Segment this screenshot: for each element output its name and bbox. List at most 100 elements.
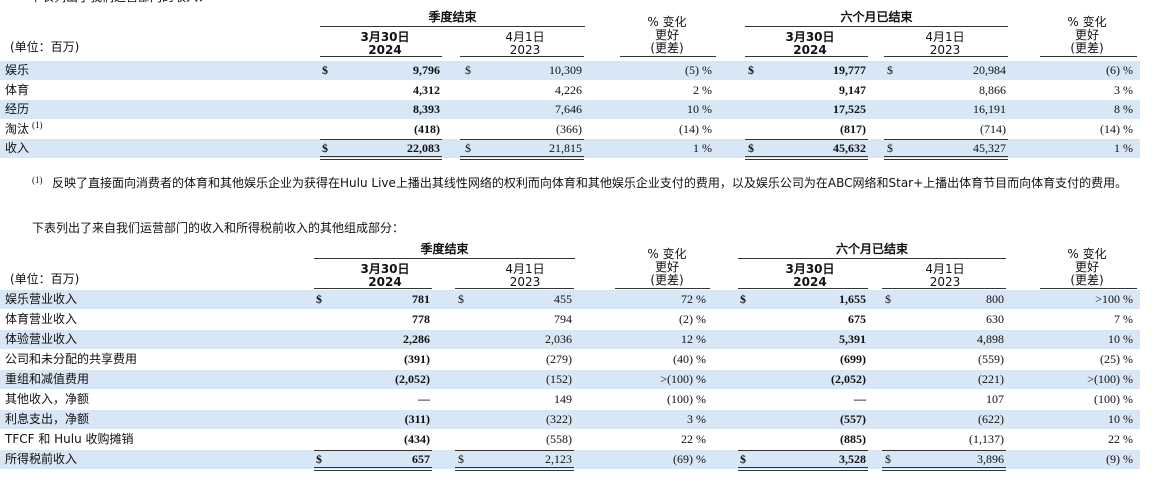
rule <box>745 56 868 57</box>
currency-sign: $ <box>458 452 464 466</box>
rule <box>738 467 868 471</box>
rule <box>738 288 868 289</box>
cell-value: (2,052) <box>831 372 866 386</box>
column-header: 更好 <box>1074 28 1099 42</box>
rule <box>745 26 1008 27</box>
cell-value: (418) <box>414 121 440 136</box>
cell-value: 778 <box>412 312 430 326</box>
rule <box>320 56 442 57</box>
rule <box>884 156 1008 160</box>
rule <box>1040 288 1137 289</box>
row-label: 体育 <box>5 82 30 97</box>
currency-sign: $ <box>465 63 471 77</box>
cell-value: (5) % <box>685 63 712 77</box>
currency-sign: $ <box>748 141 754 155</box>
group-header: 季度结束 <box>420 242 469 256</box>
row-label: 收入 <box>5 141 30 155</box>
cell-value: (817) <box>840 121 866 136</box>
cell-value: 8,393 <box>413 102 440 116</box>
rule <box>455 450 574 451</box>
column-header: 4月1日 <box>505 30 545 44</box>
footnote-text: 反映了直接面向消费者的体育和其他娱乐企业为获得在Hulu Live上播出其线性网… <box>52 176 1128 190</box>
column-header: 更好 <box>654 260 679 274</box>
footnote-marker: (1) <box>32 175 43 185</box>
cell-value: (100) % <box>667 392 706 406</box>
cell-value: (322) <box>546 412 572 426</box>
cell-value: (1,137) <box>969 432 1004 446</box>
column-header: 2023 <box>509 275 541 289</box>
cell-value: 149 <box>554 392 572 406</box>
cell-value: (14) % <box>679 121 712 136</box>
column-header: (更差) <box>1070 273 1104 287</box>
currency-sign: $ <box>885 452 891 466</box>
row-highlight <box>0 369 1140 389</box>
cell-value: 7,646 <box>555 102 582 116</box>
cell-value: (366) <box>556 121 582 136</box>
currency-sign: $ <box>458 292 464 306</box>
column-header: 更好 <box>1074 260 1099 274</box>
column-header: 2023 <box>929 275 961 289</box>
column-header: 4月1日 <box>925 262 965 276</box>
rule <box>460 156 584 160</box>
currency-sign: $ <box>740 452 746 466</box>
cell-value: 2 % <box>693 82 712 97</box>
currency-sign: $ <box>465 141 471 155</box>
cell-value: (152) <box>546 372 572 386</box>
cell-value: 8 % <box>1114 102 1133 116</box>
cell-value: (557) <box>840 412 866 426</box>
cell-value: (622) <box>978 412 1004 426</box>
row-label: 娱乐 <box>5 63 30 77</box>
cell-value: 1,655 <box>839 292 866 306</box>
column-header: 4月1日 <box>505 262 545 276</box>
rule <box>620 56 716 57</box>
column-header: % 变化 <box>1067 15 1107 29</box>
rule <box>615 288 710 289</box>
cell-value: — <box>854 392 866 406</box>
cell-value: 8,866 <box>979 82 1006 97</box>
rule <box>738 258 1006 259</box>
cell-value: (391) <box>404 352 430 366</box>
row-highlight <box>0 329 1140 349</box>
currency-sign: $ <box>887 63 893 77</box>
cell-value: 794 <box>554 312 572 326</box>
cell-value: (558) <box>546 432 572 446</box>
row-highlight <box>0 449 1140 469</box>
cell-value: 657 <box>412 452 430 466</box>
currency-sign: $ <box>316 292 322 306</box>
cell-value: 107 <box>986 392 1004 406</box>
rule <box>455 467 574 471</box>
intro-text: 下表列出了我们运营部门的收入： <box>30 0 210 5</box>
column-header: % 变化 <box>647 247 687 261</box>
column-header: 2023 <box>509 43 541 57</box>
column-header: 3月30日 <box>785 30 835 44</box>
cell-value: 4,312 <box>413 82 440 97</box>
row-label: 重组和减值费用 <box>5 372 90 386</box>
cell-value: 675 <box>848 312 866 326</box>
column-header: 2024 <box>793 43 827 57</box>
cell-value: (40) % <box>673 352 706 366</box>
column-header: 4月1日 <box>925 30 965 44</box>
cell-value: 2,036 <box>545 332 572 346</box>
cell-value: 16,191 <box>973 102 1006 116</box>
cell-value: — <box>418 392 430 406</box>
cell-value: >100 % <box>1095 292 1133 306</box>
row-label: 利息支出，净额 <box>5 412 90 426</box>
cell-value: 72 % <box>681 292 706 306</box>
rule <box>314 467 432 471</box>
cell-value: 10,309 <box>549 63 582 77</box>
cell-value: 2,286 <box>403 332 430 346</box>
row-label: TFCF 和 Hulu 收购摊销 <box>5 432 134 446</box>
group-header: 六个月已结束 <box>835 242 908 256</box>
cell-value: (6) % <box>1106 63 1133 77</box>
column-header: (更差) <box>650 273 684 287</box>
cell-value: 5,391 <box>839 332 866 346</box>
cell-value: 10 % <box>687 102 712 116</box>
cell-value: 455 <box>554 292 572 306</box>
cell-value: 20,984 <box>973 63 1006 77</box>
cell-value: (69) % <box>673 452 706 466</box>
cell-value: 45,632 <box>833 141 866 155</box>
cell-value: (221) <box>978 372 1004 386</box>
group-header: 六个月已结束 <box>840 10 913 24</box>
cell-value: (2,052) <box>395 372 430 386</box>
